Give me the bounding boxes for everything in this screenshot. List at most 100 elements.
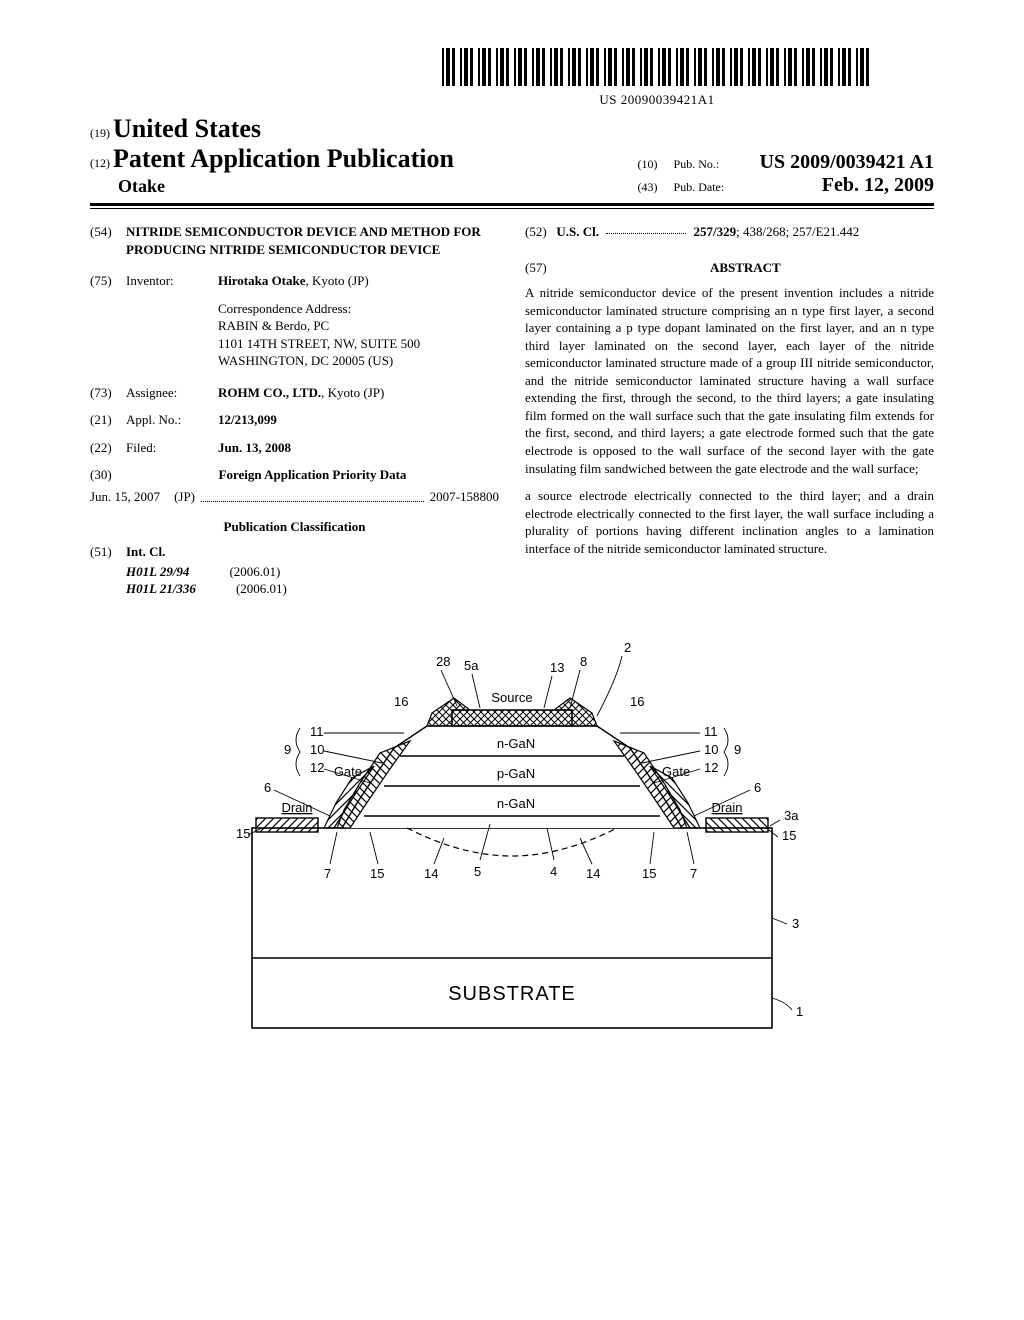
svg-text:15: 15 xyxy=(236,826,250,841)
uscl-main: 257/329 xyxy=(694,224,737,239)
svg-text:Gate: Gate xyxy=(662,764,690,779)
intcl-1: H01L 29/94 xyxy=(126,563,189,581)
svg-text:8: 8 xyxy=(580,654,587,669)
svg-text:n-GaN: n-GaN xyxy=(497,736,535,751)
svg-text:9: 9 xyxy=(734,742,741,757)
assignee-code: (73) xyxy=(90,384,126,402)
svg-text:12: 12 xyxy=(704,760,718,775)
svg-text:11: 11 xyxy=(704,724,718,739)
uscl-rest: ; 438/268; 257/E21.442 xyxy=(736,224,859,239)
pub-no: US 2009/0039421 A1 xyxy=(760,151,934,174)
doc-header: (19) United States (12) Patent Applicati… xyxy=(90,114,934,197)
foreign-num: 2007-158800 xyxy=(430,488,499,506)
intcl-1v: (2006.01) xyxy=(229,563,280,581)
title-code: (54) xyxy=(90,223,126,258)
barcode-block: US 20090039421A1 xyxy=(380,48,934,108)
svg-text:7: 7 xyxy=(324,866,331,881)
dots xyxy=(606,233,686,234)
intcl-label: Int. Cl. xyxy=(126,543,165,561)
corr-label: Correspondence Address: xyxy=(218,300,499,318)
svg-text:16: 16 xyxy=(394,694,408,709)
pubclass-head: Publication Classification xyxy=(90,518,499,536)
corr-l1: RABIN & Berdo, PC xyxy=(218,317,499,335)
patent-figure: SUBSTRATE xyxy=(90,628,934,1062)
pub-date: Feb. 12, 2009 xyxy=(822,174,934,197)
pub-no-label: Pub. No.: xyxy=(674,157,752,172)
svg-text:10: 10 xyxy=(310,742,324,757)
barcode-graphic xyxy=(442,48,872,86)
svg-text:9: 9 xyxy=(284,742,291,757)
svg-text:14: 14 xyxy=(586,866,600,881)
svg-text:Drain: Drain xyxy=(281,800,312,815)
header-author: Otake xyxy=(118,176,454,197)
svg-text:15: 15 xyxy=(642,866,656,881)
pub-no-code: (10) xyxy=(638,157,666,172)
corr-l3: WASHINGTON, DC 20005 (US) xyxy=(218,352,499,370)
svg-text:n-GaN: n-GaN xyxy=(497,796,535,811)
assignee-loc: , Kyoto (JP) xyxy=(321,385,384,400)
appl-label: Appl. No.: xyxy=(126,411,218,429)
assignee-name: ROHM CO., LTD. xyxy=(218,385,321,400)
svg-text:12: 12 xyxy=(310,760,324,775)
svg-text:p-GaN: p-GaN xyxy=(497,766,535,781)
svg-text:1: 1 xyxy=(796,1004,803,1019)
abstract-heading: ABSTRACT xyxy=(557,259,934,277)
filed-label: Filed: xyxy=(126,439,218,457)
foreign-cc: (JP) xyxy=(174,488,195,506)
svg-text:13: 13 xyxy=(550,660,564,675)
svg-text:6: 6 xyxy=(264,780,271,795)
svg-text:4: 4 xyxy=(550,864,557,879)
svg-text:10: 10 xyxy=(704,742,718,757)
svg-text:Source: Source xyxy=(491,690,532,705)
assignee-label: Assignee: xyxy=(126,384,218,402)
svg-text:Drain: Drain xyxy=(711,800,742,815)
appl-code: (21) xyxy=(90,411,126,429)
country-code: (19) xyxy=(90,126,110,140)
svg-text:15: 15 xyxy=(370,866,384,881)
foreign-code: (30) xyxy=(90,466,126,484)
intcl-code: (51) xyxy=(90,543,126,561)
left-column: (54) NITRIDE SEMICONDUCTOR DEVICE AND ME… xyxy=(90,223,499,598)
barcode-number: US 20090039421A1 xyxy=(380,92,934,108)
doc-type-code: (12) xyxy=(90,156,110,170)
svg-text:7: 7 xyxy=(690,866,697,881)
inventor-loc: , Kyoto (JP) xyxy=(306,273,369,288)
appl-no: 12/213,099 xyxy=(218,411,499,429)
abstract-code: (57) xyxy=(525,259,547,277)
inventor-name: Hirotaka Otake xyxy=(218,273,306,288)
invention-title: NITRIDE SEMICONDUCTOR DEVICE AND METHOD … xyxy=(126,223,499,258)
rule-thick xyxy=(90,203,934,206)
svg-text:11: 11 xyxy=(310,724,324,739)
dots xyxy=(201,488,424,502)
rule-thin xyxy=(90,208,934,209)
doc-type: Patent Application Publication xyxy=(113,144,454,173)
svg-text:SUBSTRATE: SUBSTRATE xyxy=(448,983,576,1005)
abstract-p1: A nitride semiconductor device of the pr… xyxy=(525,284,934,477)
pub-date-code: (43) xyxy=(638,180,666,195)
uscl-code: (52) xyxy=(525,224,547,239)
svg-text:15: 15 xyxy=(782,828,796,843)
foreign-date: Jun. 15, 2007 xyxy=(90,488,160,506)
foreign-head: Foreign Application Priority Data xyxy=(126,466,499,484)
svg-text:3a: 3a xyxy=(784,808,799,823)
svg-text:16: 16 xyxy=(630,694,644,709)
filed-date: Jun. 13, 2008 xyxy=(218,439,499,457)
svg-text:5a: 5a xyxy=(464,658,479,673)
svg-text:3: 3 xyxy=(792,916,799,931)
corr-l2: 1101 14TH STREET, NW, SUITE 500 xyxy=(218,335,499,353)
inventor-code: (75) xyxy=(90,272,126,290)
inventor-label: Inventor: xyxy=(126,272,218,290)
country: United States xyxy=(113,114,261,143)
svg-text:2: 2 xyxy=(624,640,631,655)
svg-text:Gate: Gate xyxy=(334,764,362,779)
filed-code: (22) xyxy=(90,439,126,457)
abstract-p2: a source electrode electrically connecte… xyxy=(525,487,934,557)
svg-text:6: 6 xyxy=(754,780,761,795)
svg-text:5: 5 xyxy=(474,864,481,879)
intcl-2v: (2006.01) xyxy=(236,580,287,598)
pub-date-label: Pub. Date: xyxy=(674,180,752,195)
right-column: (52) U.S. Cl. 257/329; 438/268; 257/E21.… xyxy=(525,223,934,598)
svg-text:14: 14 xyxy=(424,866,438,881)
uscl-label: U.S. Cl. xyxy=(556,224,599,239)
intcl-2: H01L 21/336 xyxy=(126,580,196,598)
